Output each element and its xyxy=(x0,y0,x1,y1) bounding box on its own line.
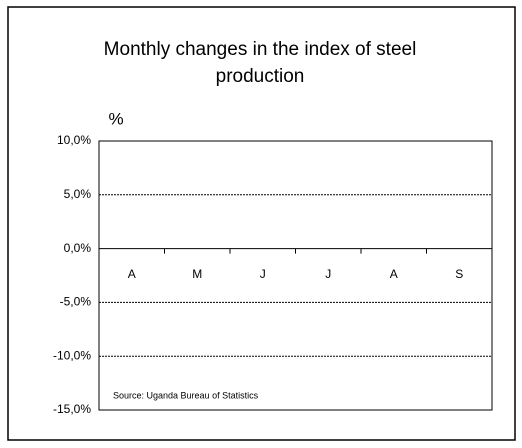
x-tick-label: A xyxy=(390,267,398,281)
chart-frame xyxy=(7,6,516,441)
x-tick-label: M xyxy=(192,267,202,281)
y-tick-label: 5,0% xyxy=(64,187,92,201)
y-tick-label: -5,0% xyxy=(60,295,92,309)
annotation: Source: Uganda Bureau of Statistics xyxy=(113,390,259,400)
y-tick-label: 0,0% xyxy=(64,241,92,255)
y-axis-label: % xyxy=(108,109,123,128)
x-tick-label: A xyxy=(128,267,136,281)
y-tick-label: 10,0% xyxy=(57,133,91,147)
x-tick-label: J xyxy=(260,267,266,281)
y-tick-label: -10,0% xyxy=(53,348,91,362)
y-tick-label: -15,0% xyxy=(53,402,91,416)
x-tick-label: J xyxy=(325,267,331,281)
chart-title: Monthly changes in the index of steel pr… xyxy=(103,39,417,87)
plot-area xyxy=(98,140,493,411)
x-tick-label: S xyxy=(455,267,463,281)
